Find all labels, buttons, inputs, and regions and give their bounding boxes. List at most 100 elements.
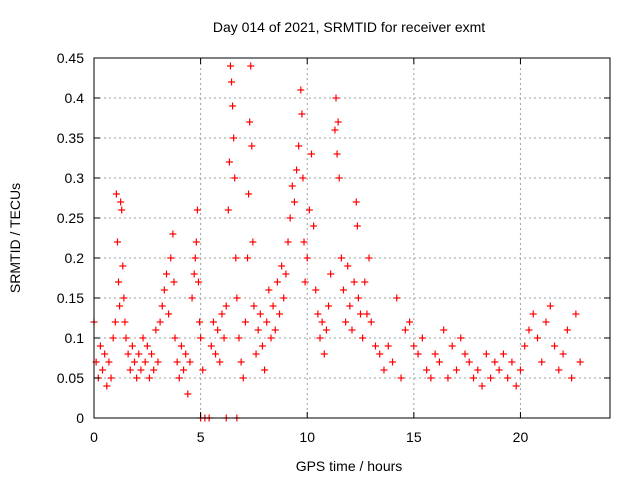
points-layer bbox=[90, 62, 584, 422]
data-point bbox=[288, 182, 296, 190]
data-point bbox=[263, 318, 271, 326]
data-point bbox=[331, 126, 339, 134]
data-point bbox=[478, 382, 486, 390]
data-point bbox=[389, 358, 397, 366]
data-point bbox=[273, 278, 281, 286]
data-point bbox=[148, 350, 156, 358]
data-point bbox=[122, 334, 130, 342]
data-point bbox=[269, 302, 277, 310]
data-point bbox=[133, 374, 141, 382]
data-point bbox=[310, 222, 318, 230]
data-point bbox=[322, 326, 330, 334]
data-point bbox=[252, 350, 260, 358]
data-point bbox=[572, 310, 580, 318]
x-tick-label: 5 bbox=[197, 429, 205, 445]
data-point bbox=[333, 150, 341, 158]
data-point bbox=[529, 310, 537, 318]
data-point bbox=[186, 358, 194, 366]
data-point bbox=[555, 366, 563, 374]
data-point bbox=[491, 358, 499, 366]
data-point bbox=[534, 334, 542, 342]
data-point bbox=[109, 334, 117, 342]
data-point bbox=[247, 62, 255, 70]
data-point bbox=[563, 326, 571, 334]
data-point bbox=[225, 158, 233, 166]
data-point bbox=[150, 366, 158, 374]
data-point bbox=[228, 78, 236, 86]
data-point bbox=[120, 294, 128, 302]
data-point bbox=[384, 342, 392, 350]
data-point bbox=[250, 302, 258, 310]
data-point bbox=[525, 326, 533, 334]
data-point bbox=[128, 342, 136, 350]
data-point bbox=[117, 198, 125, 206]
data-point bbox=[182, 350, 190, 358]
data-point bbox=[160, 286, 168, 294]
x-axis-label: GPS time / hours bbox=[296, 458, 403, 474]
data-point bbox=[448, 342, 456, 350]
data-point bbox=[393, 294, 401, 302]
data-point bbox=[220, 334, 228, 342]
data-point bbox=[249, 238, 257, 246]
data-point bbox=[406, 318, 414, 326]
data-point bbox=[305, 206, 313, 214]
data-point bbox=[559, 350, 567, 358]
data-point bbox=[212, 350, 220, 358]
data-point bbox=[495, 366, 503, 374]
data-point bbox=[357, 310, 365, 318]
data-point bbox=[137, 366, 145, 374]
data-point bbox=[307, 150, 315, 158]
data-point bbox=[131, 358, 139, 366]
data-point bbox=[512, 382, 520, 390]
x-tick-label: 0 bbox=[90, 429, 98, 445]
data-point bbox=[173, 358, 181, 366]
data-point bbox=[105, 358, 113, 366]
data-point bbox=[316, 334, 324, 342]
data-point bbox=[435, 358, 443, 366]
data-point bbox=[226, 62, 234, 70]
data-point bbox=[254, 326, 262, 334]
data-point bbox=[465, 358, 473, 366]
data-point bbox=[214, 326, 222, 334]
data-point bbox=[353, 222, 361, 230]
data-point bbox=[344, 262, 352, 270]
data-point bbox=[197, 334, 205, 342]
data-point bbox=[248, 142, 256, 150]
data-point bbox=[191, 254, 199, 262]
data-point bbox=[325, 302, 333, 310]
data-point bbox=[461, 350, 469, 358]
data-point bbox=[103, 382, 111, 390]
data-point bbox=[99, 366, 107, 374]
grid-layer bbox=[94, 58, 610, 418]
data-point bbox=[546, 302, 554, 310]
data-point bbox=[397, 374, 405, 382]
data-point bbox=[348, 326, 356, 334]
data-point bbox=[335, 174, 343, 182]
data-point bbox=[516, 366, 524, 374]
data-point bbox=[365, 254, 373, 262]
data-point bbox=[175, 374, 183, 382]
data-point bbox=[332, 94, 340, 102]
data-point bbox=[376, 350, 384, 358]
data-point bbox=[350, 278, 358, 286]
data-point bbox=[418, 334, 426, 342]
data-point bbox=[121, 318, 129, 326]
data-point bbox=[171, 334, 179, 342]
data-point bbox=[177, 342, 185, 350]
data-point bbox=[165, 310, 173, 318]
y-tick-label: 0.35 bbox=[57, 130, 84, 146]
data-point bbox=[337, 254, 345, 262]
data-point bbox=[367, 318, 375, 326]
ticks-layer: 0 0.05 0.1 0.15 0.2 0.25 0.3 0.35 0.4 0.45 0 5 10 15 2… bbox=[57, 50, 610, 445]
plot-frame bbox=[93, 57, 611, 419]
data-point bbox=[457, 334, 465, 342]
data-point bbox=[199, 366, 207, 374]
data-point bbox=[440, 326, 448, 334]
data-point bbox=[267, 334, 275, 342]
data-point bbox=[222, 302, 230, 310]
data-point bbox=[487, 374, 495, 382]
data-point bbox=[354, 294, 362, 302]
data-point bbox=[414, 350, 422, 358]
data-point bbox=[297, 86, 305, 94]
data-point bbox=[139, 334, 147, 342]
